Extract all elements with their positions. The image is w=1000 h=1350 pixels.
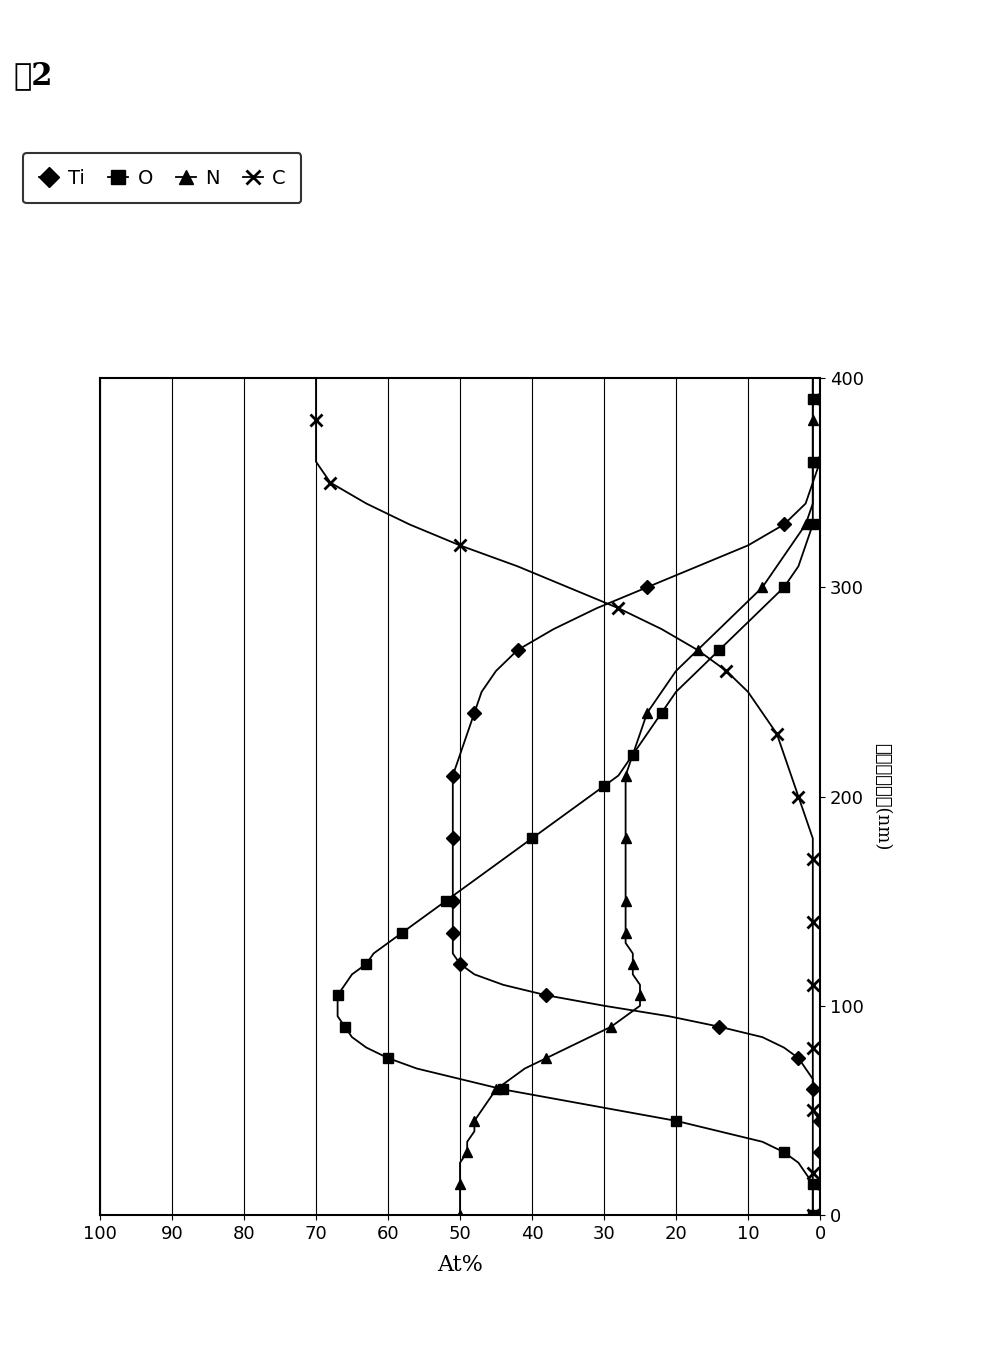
Y-axis label: 距表面的深度(nm): 距表面的深度(nm) xyxy=(874,743,892,850)
Text: 图2: 图2 xyxy=(14,59,53,90)
Legend: Ti, O, N, C: Ti, O, N, C xyxy=(23,154,301,204)
X-axis label: At%: At% xyxy=(437,1254,483,1276)
